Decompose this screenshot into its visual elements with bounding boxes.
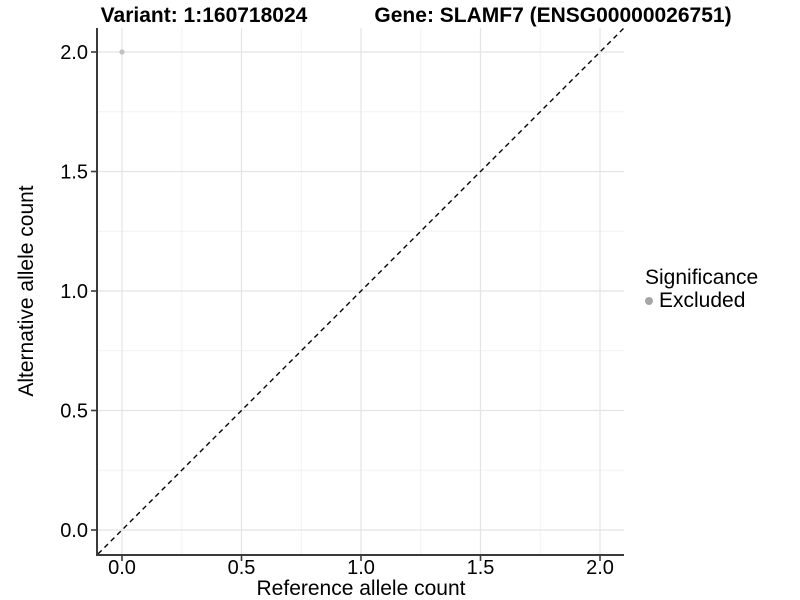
y-tick-label: 0.5	[60, 401, 88, 423]
data-point	[119, 49, 125, 55]
x-tick-label: 1.0	[347, 557, 375, 579]
y-tick-label: 2.0	[60, 42, 88, 64]
plot-title-variant: Variant: 1:160718024	[100, 4, 308, 27]
legend: Significance Excluded	[645, 266, 758, 312]
x-tick-label: 0.5	[228, 557, 256, 579]
y-tick-label: 1.5	[60, 162, 88, 184]
legend-title: Significance	[645, 266, 759, 289]
y-tick-label: 1.0	[60, 281, 88, 303]
legend-key-dot-icon	[645, 297, 653, 305]
legend-item-label: Excluded	[659, 289, 746, 312]
y-tick-label: 0.0	[60, 520, 88, 542]
identity-line	[97, 27, 625, 555]
x-tick-label: 0.0	[108, 557, 136, 579]
x-tick-label: 1.5	[467, 557, 495, 579]
x-axis-title: Reference allele count	[256, 577, 466, 600]
plot-title-gene: Gene: SLAMF7 (ENSG00000026751)	[374, 4, 732, 27]
legend-item-excluded: Excluded	[645, 290, 758, 312]
x-tick-label: 2.0	[586, 557, 614, 579]
